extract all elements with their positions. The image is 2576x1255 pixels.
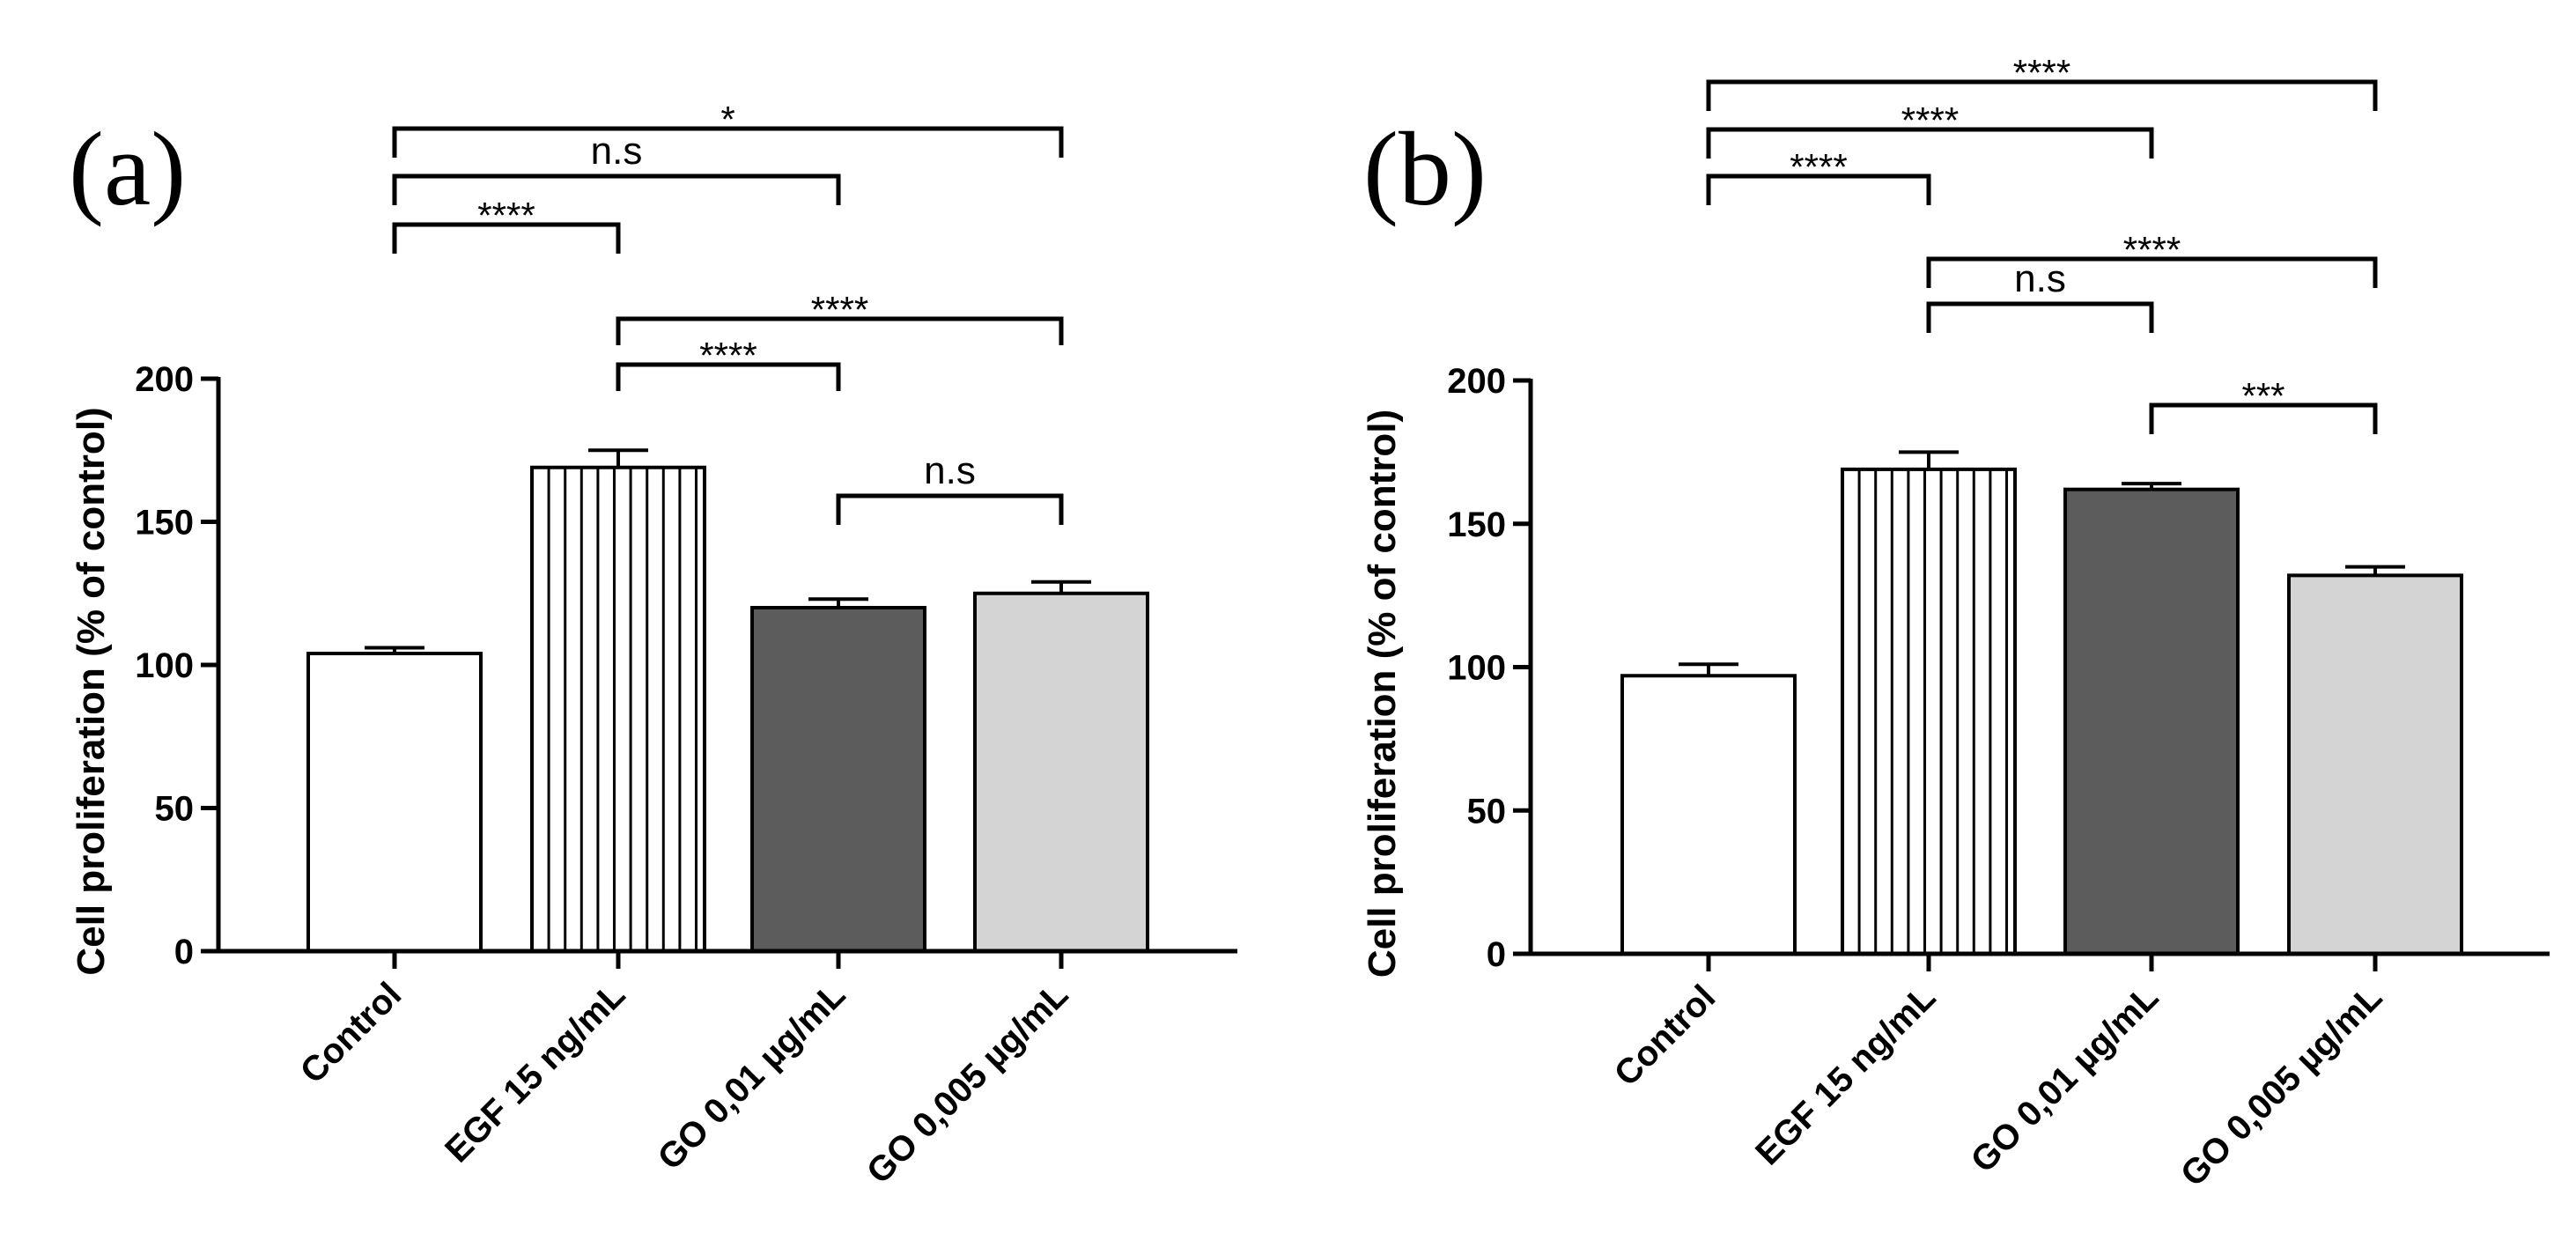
sig-label-1: **** bbox=[477, 195, 535, 236]
sig-bracket-2 bbox=[392, 173, 841, 205]
y-tick-label-150: 150 bbox=[135, 504, 194, 543]
sig-bracket-6 bbox=[836, 493, 1064, 525]
sig-bracket-1 bbox=[392, 222, 621, 254]
sig-label-5: **** bbox=[811, 289, 868, 330]
y-tick-label-50: 50 bbox=[1467, 792, 1507, 831]
bar-4 bbox=[2287, 573, 2463, 956]
sig-label-2: n.s bbox=[591, 129, 643, 173]
bar-4 bbox=[973, 591, 1149, 953]
sig-bracket-3 bbox=[392, 126, 1064, 158]
sig-bracket-5 bbox=[1926, 256, 2378, 288]
y-axis-title: Cell proliferation (% of control) bbox=[1361, 410, 1404, 978]
sig-label-1: **** bbox=[1790, 146, 1847, 188]
sig-bracket-4 bbox=[616, 362, 841, 391]
x-tick-label-3: GO 0,01 µg/mL bbox=[1964, 978, 2166, 1180]
panel-label: (b) bbox=[1363, 110, 1487, 227]
sig-bracket-1 bbox=[1706, 173, 1931, 205]
sig-label-6: n.s bbox=[924, 449, 976, 492]
y-tick-label-100: 100 bbox=[1447, 649, 1506, 688]
sig-label-3: * bbox=[720, 99, 734, 140]
x-tick-label-2: EGF 15 ng/mL bbox=[1748, 978, 1943, 1172]
y-tick-label-50: 50 bbox=[155, 790, 195, 829]
y-tick-label-0: 0 bbox=[1487, 935, 1506, 974]
y-tick-label-200: 200 bbox=[1447, 362, 1506, 401]
bar-3 bbox=[2063, 487, 2240, 956]
y-axis-title: Cell proliferation (% of control) bbox=[70, 407, 113, 975]
sig-label-6: *** bbox=[2241, 375, 2284, 417]
x-tick-label-2: EGF 15 ng/mL bbox=[438, 975, 632, 1170]
bar-2 bbox=[530, 465, 706, 953]
y-tick-label-0: 0 bbox=[174, 933, 194, 971]
bar-2 bbox=[1841, 467, 2017, 956]
bar-1 bbox=[1620, 674, 1797, 956]
sig-label-4: **** bbox=[699, 335, 757, 376]
sig-label-3: **** bbox=[2013, 52, 2070, 93]
x-tick-label-1: Control bbox=[1607, 978, 1723, 1094]
sig-label-5: **** bbox=[2123, 229, 2181, 270]
panel-label: (a) bbox=[69, 110, 186, 227]
bar-1 bbox=[306, 652, 483, 953]
sig-bracket-6 bbox=[2149, 402, 2378, 434]
sig-label-2: **** bbox=[1901, 100, 1959, 141]
bar-3 bbox=[750, 606, 926, 953]
sig-bracket-2 bbox=[1706, 127, 2154, 159]
x-tick-label-4: GO 0,005 µg/mL bbox=[2174, 978, 2389, 1193]
sig-label-4: n.s bbox=[2014, 257, 2066, 300]
x-tick-label-3: GO 0,01 µg/mL bbox=[651, 975, 853, 1177]
y-tick-label-150: 150 bbox=[1447, 506, 1506, 544]
x-tick-label-1: Control bbox=[293, 975, 410, 1091]
y-tick-label-200: 200 bbox=[135, 360, 194, 399]
x-tick-label-4: GO 0,005 µg/mL bbox=[860, 975, 1075, 1191]
sig-bracket-3 bbox=[1706, 79, 2378, 111]
sig-bracket-5 bbox=[616, 316, 1064, 345]
y-tick-label-100: 100 bbox=[135, 646, 194, 685]
sig-bracket-4 bbox=[1926, 301, 2154, 333]
